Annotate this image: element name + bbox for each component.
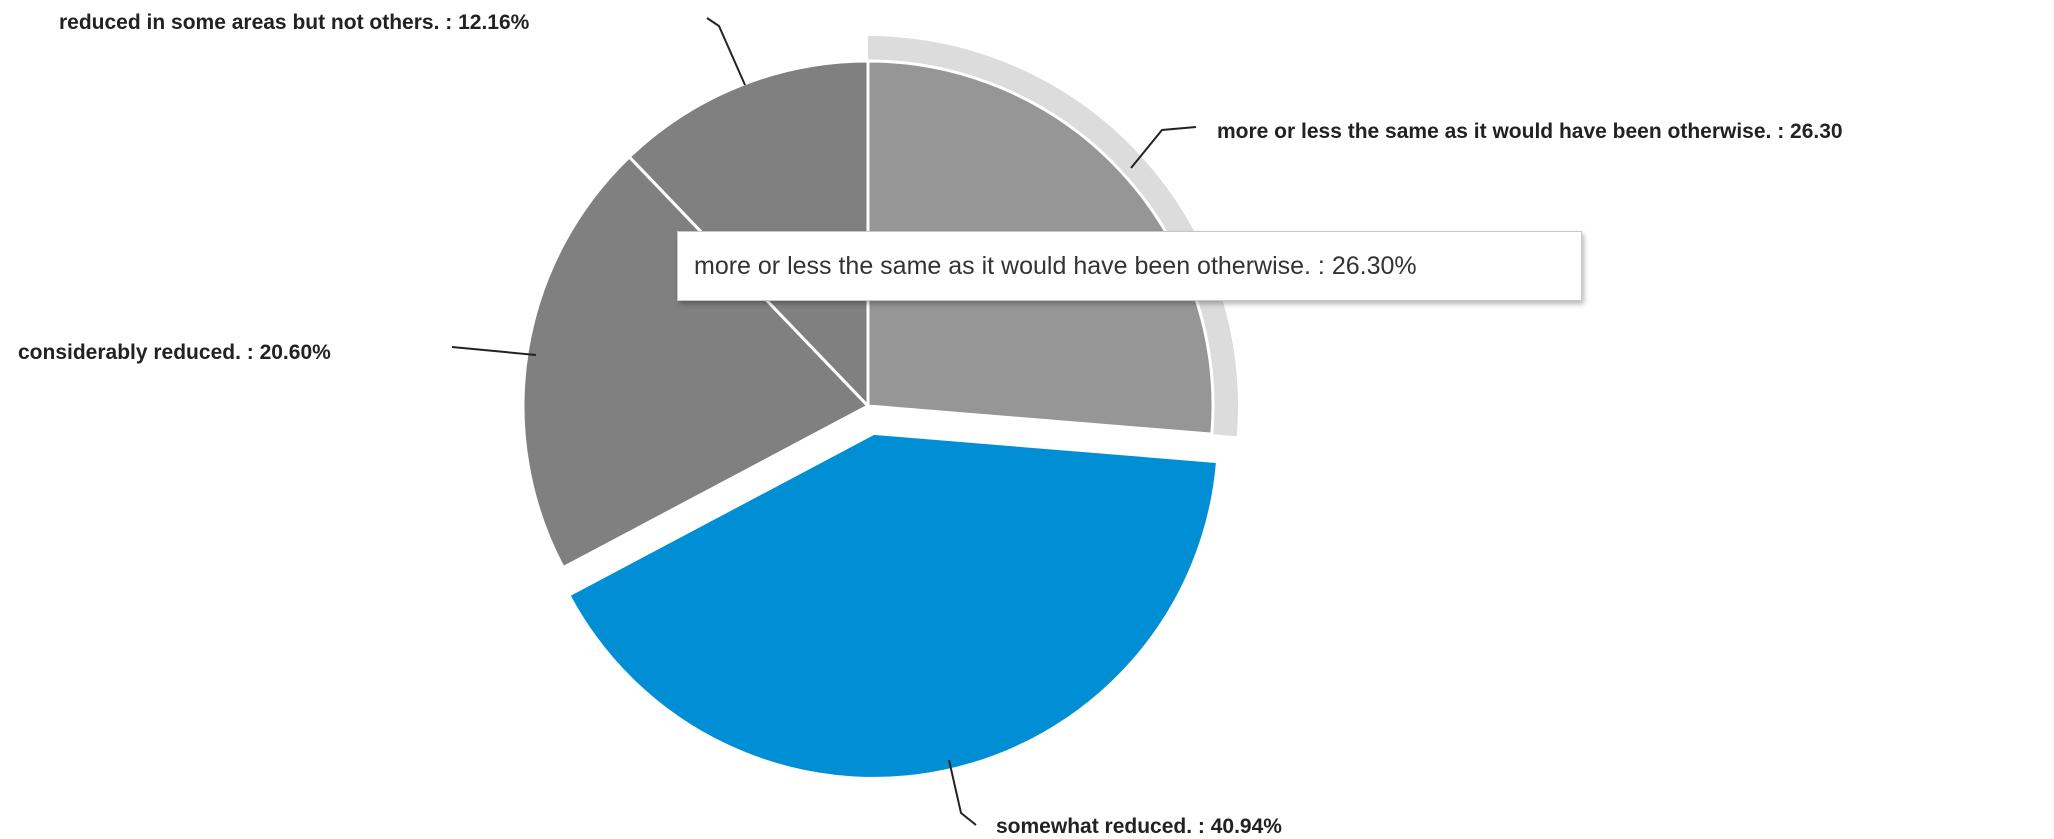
label-connector-considerably-reduced — [451, 346, 537, 356]
data-label-reduced-in-some-areas-but-not-others: reduced in some areas but not others. : … — [59, 11, 530, 34]
tooltip-text: more or less the same as it would have b… — [694, 251, 1417, 280]
label-connector-somewhat-reduced — [948, 759, 977, 826]
data-label-more-or-less-the-same-as-it-would-have-been-otherwise: more or less the same as it would have b… — [1217, 120, 1843, 143]
label-connector-reduced-in-some-areas-but-not-others — [706, 17, 746, 86]
data-label-somewhat-reduced: somewhat reduced. : 40.94% — [996, 815, 1282, 838]
pie-slice-considerably-reduced[interactable] — [521, 155, 870, 570]
pie-slice-somewhat-reduced[interactable] — [567, 431, 1219, 780]
data-label-considerably-reduced: considerably reduced. : 20.60% — [18, 341, 331, 364]
label-connector-more-or-less-the-same-as-it-would-have-been-otherwise — [1130, 126, 1197, 169]
chart-tooltip: more or less the same as it would have b… — [677, 231, 1582, 301]
